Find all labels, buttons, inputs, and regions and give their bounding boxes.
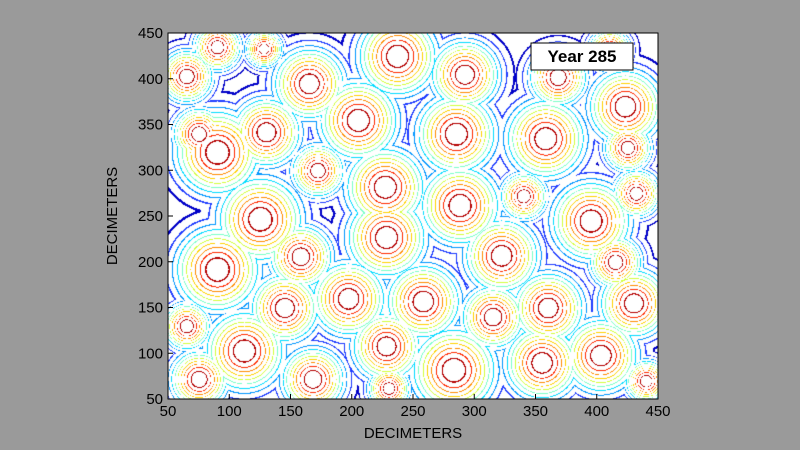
y-tick-label: 450	[138, 25, 163, 42]
contour-field	[168, 33, 658, 399]
y-tick-label: 200	[138, 254, 163, 271]
year-annotation: Year 285	[530, 42, 634, 71]
x-tick-label: 50	[160, 403, 177, 420]
y-tick-label: 250	[138, 208, 163, 225]
contour-canvas	[168, 33, 658, 399]
x-tick-label: 150	[278, 403, 303, 420]
x-axis-label: DECIMETERS	[364, 425, 462, 442]
x-tick-label: 400	[584, 403, 609, 420]
y-tick-label: 300	[138, 162, 163, 179]
x-tick-label: 100	[217, 403, 242, 420]
plot-area	[167, 32, 659, 400]
x-tick-label: 200	[339, 403, 364, 420]
x-tick-label: 450	[645, 403, 670, 420]
year-annotation-box	[530, 42, 634, 71]
x-axis: 50 100 150 200 250 300 350 400 450	[160, 394, 671, 420]
y-tick-label: 100	[138, 345, 163, 362]
y-tick-label: 400	[138, 71, 163, 88]
y-axis: 50 100 150 200 250 300 350 400 450	[138, 25, 173, 408]
x-tick-label: 350	[523, 403, 548, 420]
x-tick-label: 250	[400, 403, 425, 420]
y-axis-label: DECIMETERS	[104, 167, 121, 265]
y-tick-label: 150	[138, 300, 163, 317]
year-annotation-text: Year 285	[547, 47, 616, 66]
y-tick-label: 50	[146, 391, 163, 408]
y-tick-label: 350	[138, 117, 163, 134]
x-tick-label: 300	[462, 403, 487, 420]
